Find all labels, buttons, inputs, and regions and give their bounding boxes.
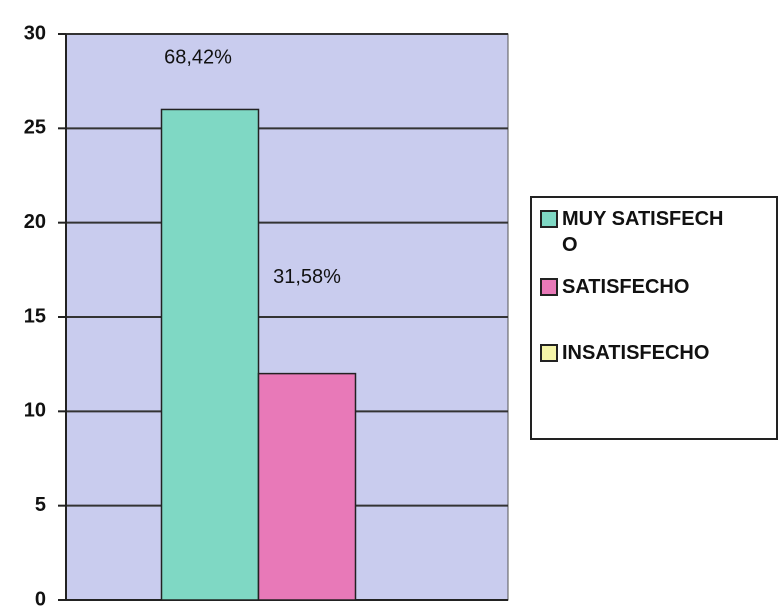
y-tick-label: 5 xyxy=(35,494,46,516)
bar xyxy=(257,372,357,601)
y-tick-label: 0 xyxy=(35,588,46,610)
data-label: 31,58% xyxy=(273,266,341,288)
legend-swatch xyxy=(540,278,558,296)
legend-label: INSATISFECHO xyxy=(562,342,710,364)
legend-item: INSATISFECHO xyxy=(540,340,776,366)
y-tick-label: 30 xyxy=(24,22,46,44)
legend-label: MUY SATISFECHO xyxy=(562,208,724,256)
y-tick-label: 25 xyxy=(24,117,46,139)
y-tick-label: 15 xyxy=(24,305,46,327)
y-tick-label: 10 xyxy=(24,400,46,422)
legend-swatch xyxy=(540,344,558,362)
data-label: 68,42% xyxy=(164,46,232,68)
legend: MUY SATISFECHO SATISFECHO INSATISFECHO xyxy=(530,196,778,440)
legend-swatch xyxy=(540,210,558,228)
legend-label: SATISFECHO xyxy=(562,276,690,298)
legend-item: MUY SATISFECHO xyxy=(540,206,776,258)
y-tick-label: 20 xyxy=(24,211,46,233)
bar xyxy=(160,108,260,601)
legend-item: SATISFECHO xyxy=(540,274,776,300)
